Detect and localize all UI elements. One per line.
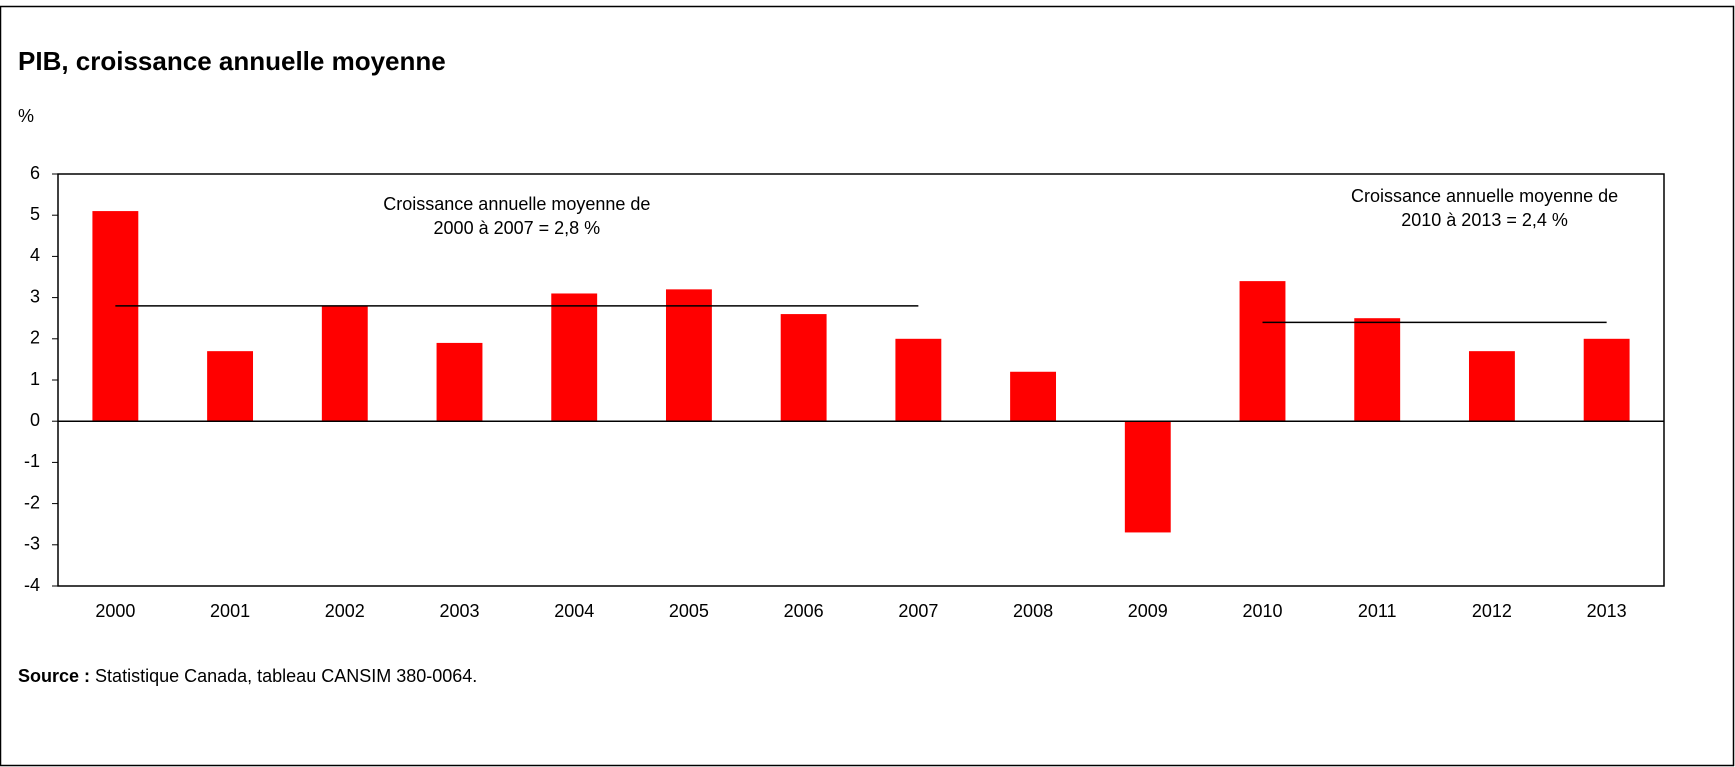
bar [1124,421,1171,533]
x-tick-label: 2005 [669,601,709,621]
bar [1239,281,1286,422]
bar [1583,338,1630,422]
bar [92,211,139,422]
source-text: Statistique Canada, tableau CANSIM 380-0… [95,666,477,686]
frame [0,5,1735,767]
x-tick-label: 2008 [1013,601,1053,621]
x-tick-label: 2006 [784,601,824,621]
y-tick-label: 4 [30,245,40,265]
x-tick-label: 2012 [1472,601,1512,621]
chart-title: PIB, croissance annuelle moyenne [18,46,446,76]
bar [1354,318,1401,422]
x-tick-label: 2002 [325,601,365,621]
y-unit: % [18,106,34,126]
y-tick-label: 0 [30,410,40,430]
bar [665,289,712,422]
y-tick-label: 1 [30,369,40,389]
y-tick-label: -4 [24,575,40,595]
source-label: Source : [18,666,90,686]
average-annotation: 2000 à 2007 = 2,8 % [434,218,601,238]
plot-frame [57,173,1665,587]
x-tick-label: 2000 [95,601,135,621]
bar [551,293,598,422]
average-annotation: Croissance annuelle moyenne de [1351,186,1618,206]
average-annotation: 2010 à 2013 = 2,4 % [1401,210,1568,230]
y-tick-label: 3 [30,286,40,306]
x-tick-label: 2001 [210,601,250,621]
x-tick-label: 2007 [898,601,938,621]
average-annotation: Croissance annuelle moyenne de [383,194,650,214]
y-tick-label: -2 [24,492,40,512]
bar [1010,371,1057,422]
bar [1468,351,1515,422]
bar [436,342,483,422]
x-tick-label: 2010 [1242,601,1282,621]
bar [207,351,254,422]
x-tick-label: 2011 [1358,601,1397,621]
x-tick-label: 2004 [554,601,594,621]
bar [321,305,368,422]
bar [895,338,942,422]
y-tick-label: -3 [24,534,40,554]
x-tick-label: 2009 [1128,601,1168,621]
y-tick-label: 2 [30,328,40,348]
source: Source : Statistique Canada, tableau CAN… [18,666,477,686]
y-tick-label: 5 [30,204,40,224]
x-tick-label: 2013 [1587,601,1627,621]
x-tick-label: 2003 [439,601,479,621]
y-tick-label: -1 [24,451,40,471]
bar [780,314,827,422]
y-tick-label: 6 [30,163,40,183]
